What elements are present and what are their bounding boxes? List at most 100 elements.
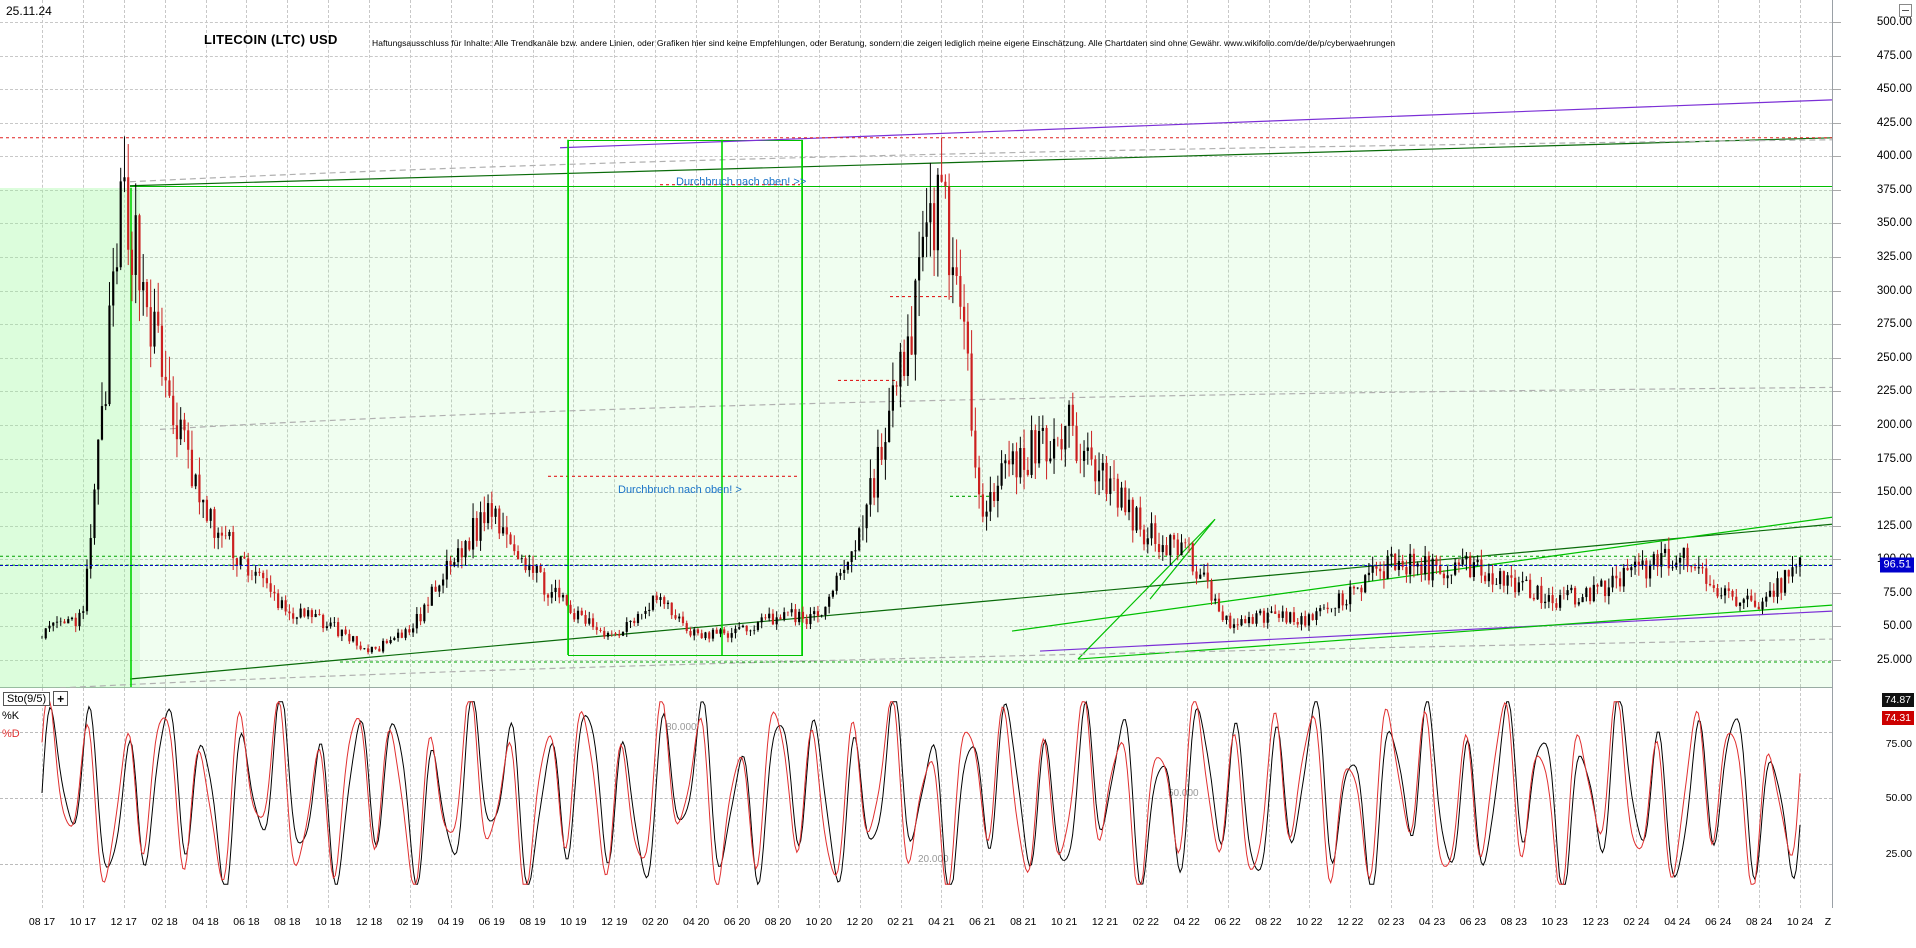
price-axis-tick <box>1833 257 1841 259</box>
current-price-line <box>0 565 1832 566</box>
grid-line-horizontal <box>0 55 1832 57</box>
grid-line-horizontal <box>0 592 1832 594</box>
grid-line-vertical <box>287 0 289 687</box>
grid-line-vertical <box>1023 0 1025 687</box>
time-axis-label: 12 23 <box>1582 916 1609 928</box>
price-axis-label: 425.00 <box>1876 116 1912 129</box>
price-axis-label: 300.00 <box>1876 284 1912 297</box>
grid-line-horizontal <box>0 492 1832 494</box>
price-axis-label: 25.000 <box>1876 654 1912 666</box>
price-axis-tick <box>1833 189 1841 191</box>
time-axis-label: 04 23 <box>1418 916 1446 928</box>
price-axis-label: 225.00 <box>1876 385 1912 398</box>
annotation-breakout-2: Durchbruch nach oben! > <box>618 484 742 496</box>
grid-line-vertical <box>696 0 698 687</box>
grid-line-vertical <box>123 0 125 687</box>
time-axis-label: 04 22 <box>1173 916 1200 928</box>
grid-line-horizontal <box>0 22 1832 23</box>
grid-line-vertical <box>42 0 43 687</box>
grid-line-vertical <box>573 0 575 687</box>
grid-line-vertical <box>450 0 452 687</box>
time-axis-label: 08 19 <box>519 916 546 928</box>
grid-line-vertical <box>1554 0 1556 687</box>
indicator-axis-label-25: 25.00 <box>1885 848 1912 860</box>
grid-line-vertical <box>369 0 371 687</box>
price-axis-label: 325.00 <box>1876 251 1912 264</box>
grid-line-horizontal <box>0 626 1832 628</box>
grid-line-vertical <box>1309 0 1311 687</box>
grid-line-vertical <box>1677 0 1679 687</box>
current-price-badge: 96.51 <box>1880 557 1914 573</box>
time-axis-label: 08 17 <box>28 916 56 928</box>
time-axis-label: 04 18 <box>192 916 219 928</box>
price-axis-label: 150.00 <box>1876 486 1912 499</box>
price-axis-label: 450.00 <box>1876 83 1912 96</box>
grid-line-vertical <box>941 0 943 687</box>
indicator-axis[interactable]: 74.87 74.31 75.00 50.00 25.00 <box>1832 688 1916 908</box>
price-chart-pane[interactable]: 25.11.24 LITECOIN (LTC) USD Haftungsauss… <box>0 0 1833 690</box>
grid-line-horizontal <box>0 424 1832 426</box>
indicator-axis-label-50: 50.00 <box>1885 792 1912 804</box>
grid-line-horizontal <box>0 525 1832 527</box>
price-axis-tick <box>1833 525 1841 527</box>
time-axis-label: 10 18 <box>315 916 342 928</box>
price-axis-label: 275.00 <box>1876 318 1912 331</box>
time-axis-label: 06 24 <box>1705 916 1732 928</box>
price-axis-tick <box>1833 626 1841 628</box>
price-axis[interactable]: 500.00 475.00 450.00 425.00 400.00 375.00 350.… <box>1832 0 1916 688</box>
indicator-legend[interactable]: Sto(9/5) + <box>3 691 69 706</box>
indicator-series-label-d: %D <box>2 728 20 740</box>
grid-line-horizontal <box>0 189 1832 191</box>
time-axis-label: 04 21 <box>928 916 955 928</box>
grid-line-horizontal <box>0 391 1832 393</box>
grid-line-vertical <box>1718 0 1720 687</box>
minimize-icon[interactable] <box>1899 4 1912 17</box>
grid-line-vertical <box>1227 0 1229 687</box>
grid-line-horizontal <box>0 324 1832 326</box>
indicator-expand-button[interactable]: + <box>53 691 69 706</box>
time-axis-label: 08 18 <box>274 916 301 928</box>
indicator-level-label-20: 20.000 <box>918 854 949 865</box>
indicator-value-k: 74.87 <box>1881 693 1914 707</box>
grid-line-vertical <box>1104 0 1106 687</box>
indicator-level-20 <box>0 864 1832 865</box>
price-axis-tick <box>1833 122 1841 124</box>
price-axis-tick <box>1833 89 1841 91</box>
grid-line-vertical <box>532 0 534 687</box>
stochastic-indicator-pane[interactable]: 80.000 50.000 20.000 Sto(9/5) + %K %D <box>0 688 1832 908</box>
price-axis-label: 200.00 <box>1876 418 1912 431</box>
time-axis-label: 08 24 <box>1745 916 1773 928</box>
grid-line-vertical <box>859 0 861 687</box>
grid-line-vertical <box>900 0 902 687</box>
grid-line-horizontal <box>0 122 1832 124</box>
price-axis-tick <box>1833 424 1841 426</box>
time-axis-label: 10 24 <box>1786 916 1814 928</box>
grid-line-vertical <box>1432 0 1434 687</box>
indicator-level-50 <box>0 798 1832 799</box>
grid-line-vertical <box>1145 0 1147 687</box>
price-axis-tick <box>1833 290 1841 292</box>
indicator-axis-label-75: 75.00 <box>1885 738 1912 750</box>
time-axis-label: 08 21 <box>1010 916 1037 928</box>
time-axis-label: 12 21 <box>1091 916 1119 928</box>
highlight-zone-left <box>0 188 140 688</box>
price-axis-tick <box>1833 156 1841 158</box>
price-axis-tick <box>1833 55 1841 57</box>
grid-line-vertical <box>491 0 493 687</box>
time-axis-label: 06 20 <box>723 916 751 928</box>
grid-line-horizontal <box>0 290 1832 292</box>
price-axis-tick <box>1833 592 1841 594</box>
time-axis-label: 12 20 <box>846 916 873 928</box>
indicator-level-80 <box>0 732 1832 733</box>
time-axis-label: 06 22 <box>1214 916 1241 928</box>
grid-line-horizontal <box>0 156 1832 158</box>
time-axis-label: 10 22 <box>1296 916 1323 928</box>
price-axis-tick <box>1833 559 1841 561</box>
grid-line-vertical <box>737 0 739 687</box>
time-axis[interactable]: 08 17 10 17 12 17 02 18 04 18 06 18 08 18 10 18… <box>0 908 1832 948</box>
time-axis-label: 10 19 <box>560 916 587 928</box>
time-axis-label: 12 17 <box>110 916 137 928</box>
grid-line-vertical <box>1186 0 1188 687</box>
grid-line-horizontal <box>0 357 1832 359</box>
